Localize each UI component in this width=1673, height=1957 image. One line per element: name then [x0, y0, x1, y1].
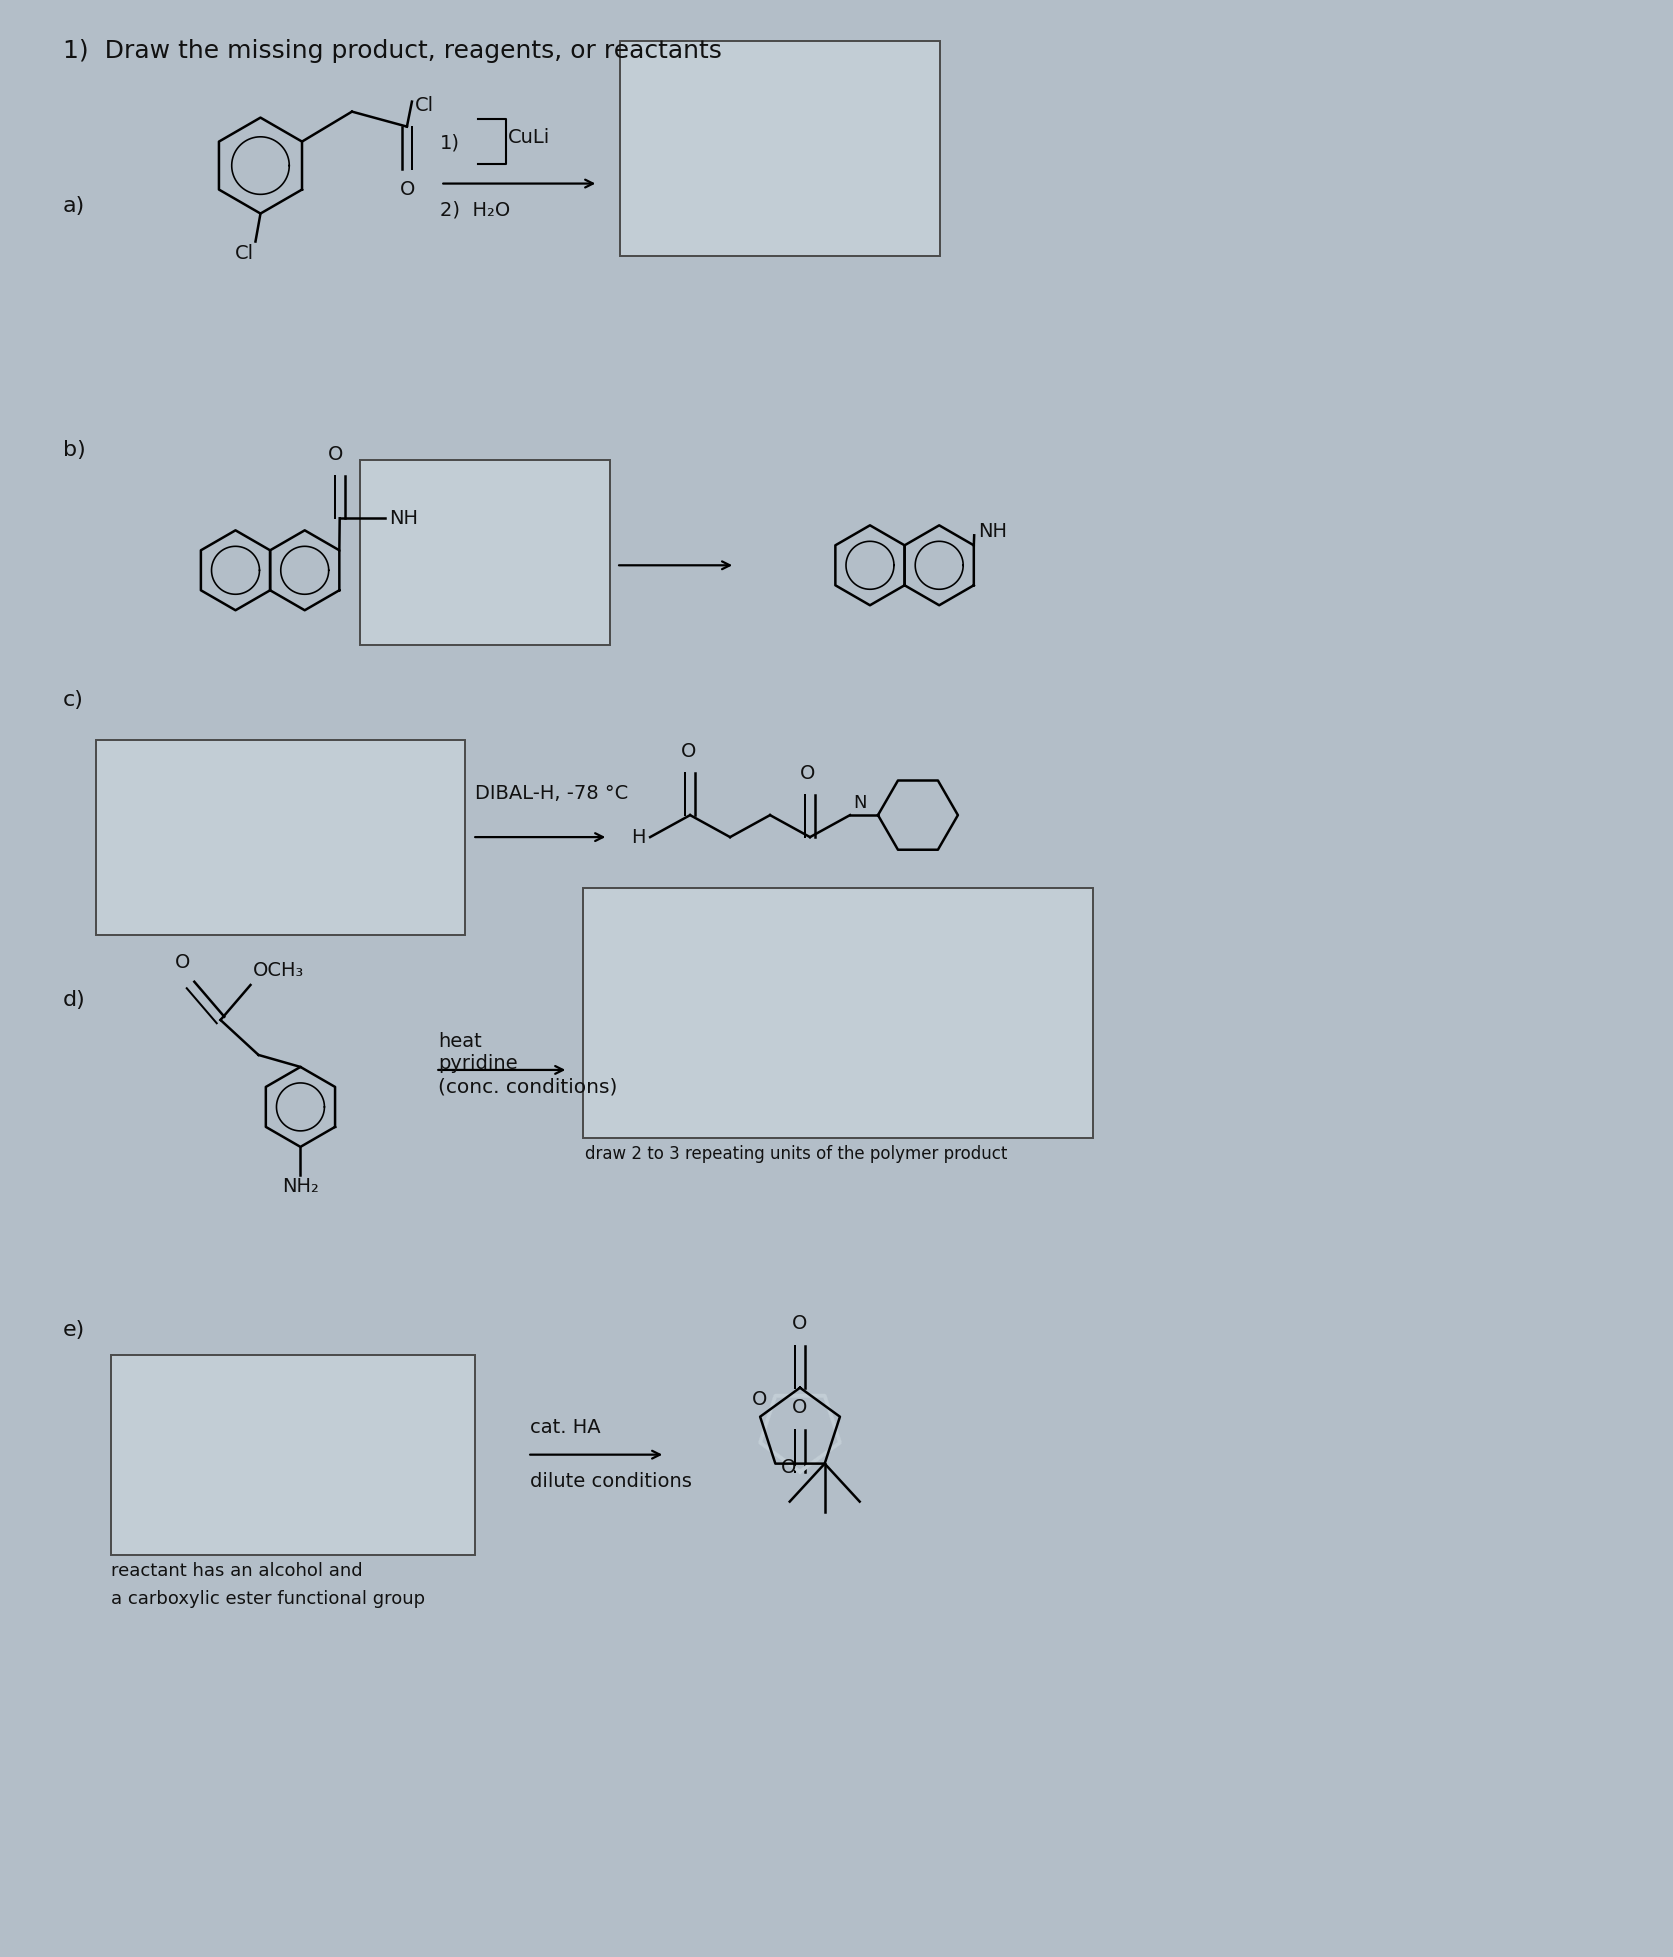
Text: O: O: [781, 1458, 796, 1478]
Bar: [110, 1354, 475, 1554]
Bar: [582, 888, 1092, 1137]
Text: O: O: [174, 953, 191, 973]
Bar: [95, 740, 465, 935]
Text: Cl: Cl: [234, 243, 254, 262]
Text: O: O: [791, 1397, 808, 1417]
Text: O: O: [400, 180, 415, 198]
Text: d): d): [62, 990, 85, 1010]
Bar: [360, 460, 611, 646]
Text: dilute conditions: dilute conditions: [530, 1472, 691, 1491]
Text: OCH₃: OCH₃: [253, 961, 303, 980]
Text: O: O: [791, 1313, 808, 1333]
Text: O: O: [751, 1389, 766, 1409]
Text: c): c): [62, 691, 84, 710]
Text: H: H: [631, 828, 644, 847]
Text: O: O: [800, 763, 815, 783]
Text: a carboxylic ester functional group: a carboxylic ester functional group: [110, 1589, 425, 1607]
Text: 2)  H₂O: 2) H₂O: [440, 200, 510, 219]
Text: b): b): [62, 440, 85, 460]
Text: Cl: Cl: [415, 96, 433, 115]
Text: cat. HA: cat. HA: [530, 1417, 601, 1436]
Text: heat: heat: [438, 1031, 482, 1051]
Text: CuLi: CuLi: [509, 127, 550, 147]
Text: O: O: [328, 446, 343, 464]
Bar: [619, 41, 939, 256]
Text: NH₂: NH₂: [281, 1176, 318, 1196]
Text: pyridine: pyridine: [438, 1055, 517, 1072]
Text: draw 2 to 3 repeating units of the polymer product: draw 2 to 3 repeating units of the polym…: [586, 1145, 1007, 1162]
Text: 1)  Draw the missing product, reagents, or reactants: 1) Draw the missing product, reagents, o…: [62, 39, 721, 63]
Text: (conc. conditions): (conc. conditions): [438, 1078, 617, 1098]
Text: a): a): [62, 196, 85, 215]
Text: e): e): [62, 1319, 85, 1341]
Text: reactant has an alcohol and: reactant has an alcohol and: [110, 1562, 361, 1579]
Text: 1): 1): [440, 133, 460, 153]
Text: N: N: [853, 795, 867, 812]
Text: NH: NH: [388, 509, 417, 528]
Text: NH: NH: [977, 523, 1007, 540]
Text: DIBAL-H, -78 °C: DIBAL-H, -78 °C: [475, 785, 627, 802]
Text: O: O: [679, 742, 696, 761]
